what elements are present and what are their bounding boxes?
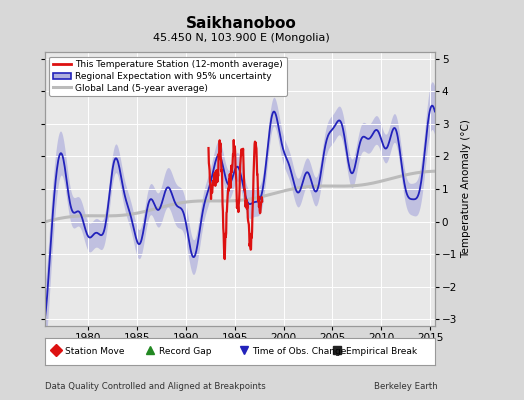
Text: Station Move: Station Move [65,347,124,356]
Text: Time of Obs. Change: Time of Obs. Change [252,347,346,356]
Text: Empirical Break: Empirical Break [346,347,417,356]
Y-axis label: Temperature Anomaly (°C): Temperature Anomaly (°C) [462,120,472,258]
Text: Record Gap: Record Gap [159,347,211,356]
Text: Saikhanoboo: Saikhanoboo [185,16,297,31]
Text: Data Quality Controlled and Aligned at Breakpoints: Data Quality Controlled and Aligned at B… [45,382,265,391]
Text: Berkeley Earth: Berkeley Earth [374,382,438,391]
Text: 45.450 N, 103.900 E (Mongolia): 45.450 N, 103.900 E (Mongolia) [152,32,330,42]
Legend: This Temperature Station (12-month average), Regional Expectation with 95% uncer: This Temperature Station (12-month avera… [49,56,287,96]
